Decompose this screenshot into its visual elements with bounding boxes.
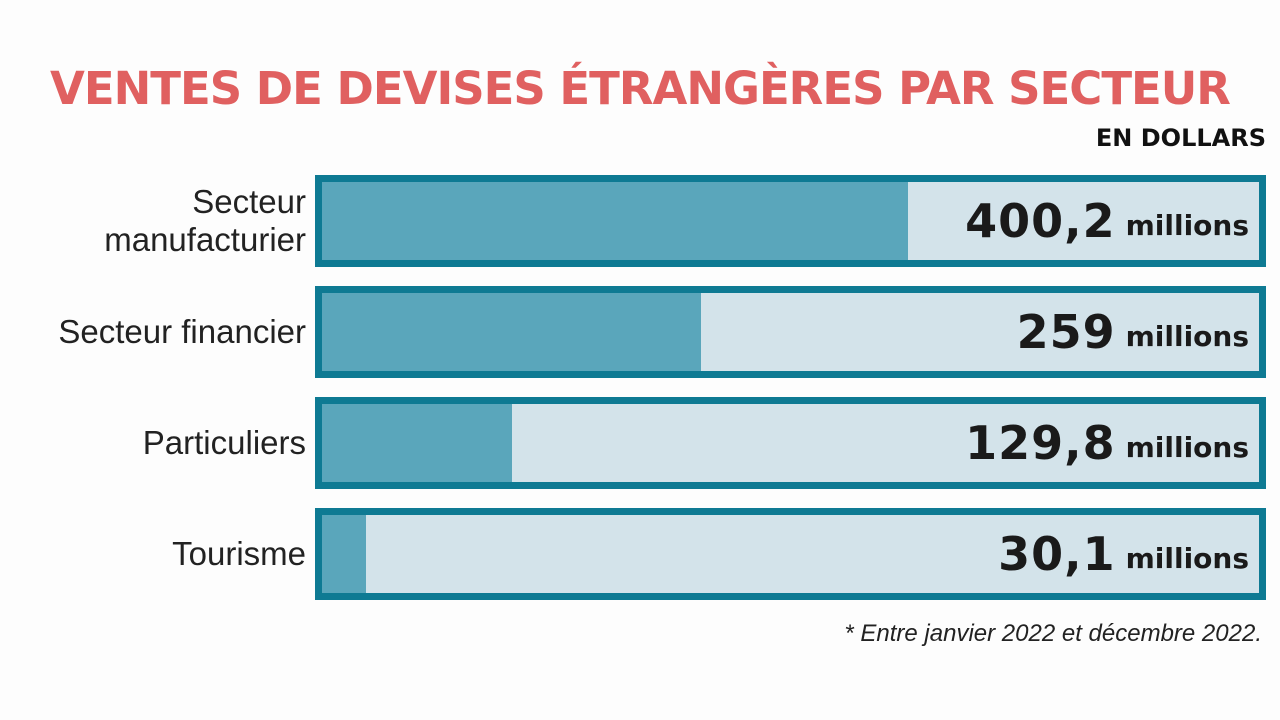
bar-row: Secteur manufacturier 400,2 millions (0, 175, 1280, 267)
bar-row: Secteur financier 259 millions (0, 286, 1280, 378)
value-label: 259 millions (1017, 293, 1249, 371)
bar-frame: 400,2 millions (315, 175, 1266, 267)
bar-track: 259 millions (322, 293, 1259, 371)
bar (322, 515, 367, 593)
value-number: 30,1 (998, 527, 1116, 581)
value-unit: millions (1125, 208, 1249, 242)
value-number: 259 (1016, 305, 1116, 359)
bar-frame: 129,8 millions (315, 397, 1266, 489)
value-label: 30,1 millions (998, 515, 1249, 593)
value-number: 400,2 (965, 194, 1116, 248)
bar-frame: 30,1 millions (315, 508, 1266, 600)
value-label: 400,2 millions (965, 182, 1249, 260)
value-unit: millions (1125, 430, 1249, 464)
bar-track: 30,1 millions (322, 515, 1259, 593)
category-label: Particuliers (142, 424, 306, 461)
category-label: Secteur financier (58, 313, 306, 350)
value-number: 129,8 (965, 416, 1116, 470)
value-unit: millions (1125, 319, 1249, 353)
bar (322, 182, 908, 260)
category-label: Secteur manufacturier (104, 183, 306, 258)
bar (322, 293, 702, 371)
bar-track: 129,8 millions (322, 404, 1259, 482)
bar-frame: 259 millions (315, 286, 1266, 378)
category-label: Tourisme (172, 535, 306, 572)
value-label: 129,8 millions (965, 404, 1249, 482)
bar-row: Particuliers 129,8 millions (0, 397, 1280, 489)
chart-subtitle: EN DOLLARS (1095, 124, 1266, 152)
bar-track: 400,2 millions (322, 182, 1259, 260)
chart-title: VENTES DE DEVISES ÉTRANGÈRES PAR SECTEUR (50, 62, 1231, 115)
value-unit: millions (1125, 541, 1249, 575)
footnote: * Entre janvier 2022 et décembre 2022. (844, 620, 1262, 647)
bar (322, 404, 513, 482)
bar-row: Tourisme 30,1 millions (0, 508, 1280, 600)
